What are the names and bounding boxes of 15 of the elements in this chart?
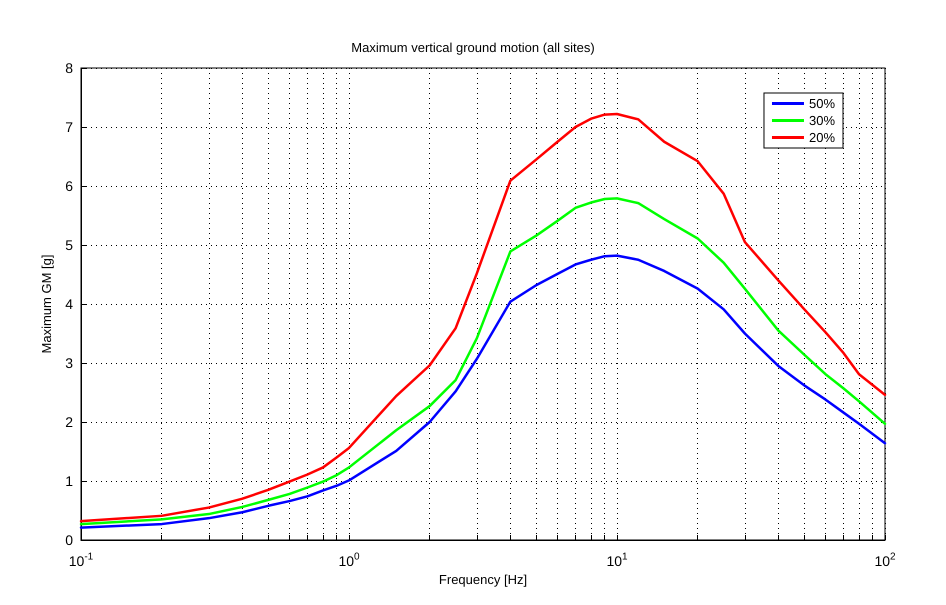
y-tick-label: 2: [65, 414, 74, 430]
y-tick-label: 4: [65, 296, 74, 312]
legend-label: 50%: [808, 96, 836, 111]
legend-label: 20%: [808, 130, 836, 145]
x-axis-title: Frequency [Hz]: [438, 572, 528, 587]
y-tick-label: 5: [65, 237, 74, 253]
legend-label: 30%: [808, 113, 836, 128]
y-tick-label: 0: [65, 532, 74, 548]
y-tick-label: 3: [65, 355, 74, 371]
y-axis-title: Maximum GM [g]: [39, 254, 54, 354]
y-tick-label: 8: [65, 60, 74, 76]
y-tick-label: 7: [65, 119, 74, 135]
y-tick-label: 6: [65, 178, 74, 194]
chart-title: Maximum vertical ground motion (all sites): [351, 40, 595, 55]
y-tick-label: 1: [65, 473, 74, 489]
